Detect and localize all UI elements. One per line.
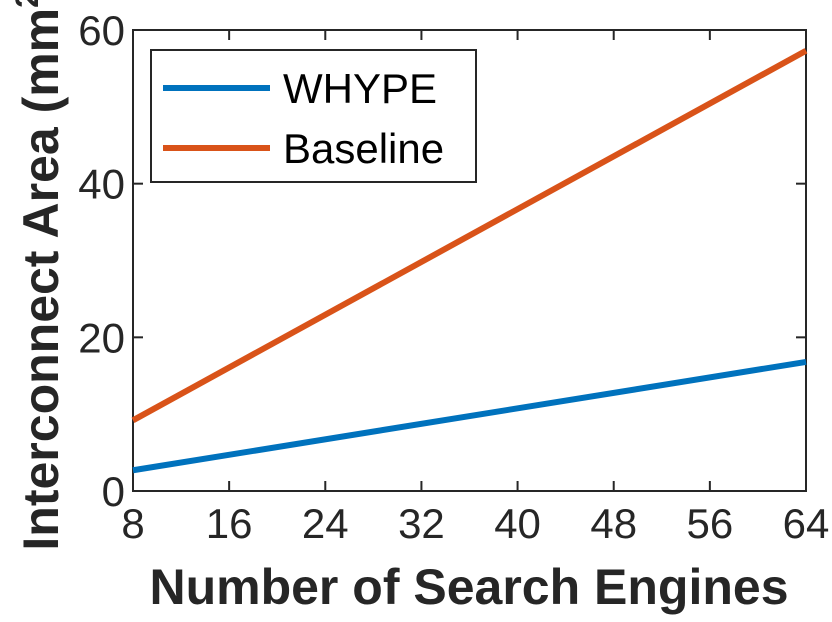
x-tick-label: 8	[121, 500, 144, 547]
legend: WHYPE Baseline	[150, 49, 477, 183]
y-axis-title-superscript: 2	[9, 0, 45, 8]
y-tick-label: 40	[78, 161, 125, 208]
x-tick-label: 40	[494, 500, 541, 547]
legend-label-baseline: Baseline	[283, 125, 444, 172]
axis-ticks: 8 16 24 32 40 48 56 64 0 20 40 60	[78, 7, 829, 547]
x-tick-label: 64	[783, 500, 830, 547]
x-tick-label: 16	[206, 500, 253, 547]
x-tick-label: 24	[302, 500, 349, 547]
series-line-baseline	[131, 48, 808, 423]
series-lines	[131, 48, 808, 474]
legend-label-whype: WHYPE	[283, 65, 437, 112]
x-axis-title: Number of Search Engines	[149, 559, 788, 615]
y-tick-label: 20	[78, 314, 125, 361]
y-tick-label: 60	[78, 7, 125, 54]
x-tick-label: 32	[398, 500, 445, 547]
x-tick-label: 56	[686, 500, 733, 547]
y-tick-label: 0	[102, 468, 125, 515]
legend-box	[150, 49, 477, 183]
series-line-whype	[132, 358, 807, 474]
y-axis-title-main: Interconnect Area (mm	[13, 8, 69, 551]
x-tick-label: 48	[590, 500, 637, 547]
y-axis-title: Interconnect Area (mm2)	[9, 0, 69, 551]
